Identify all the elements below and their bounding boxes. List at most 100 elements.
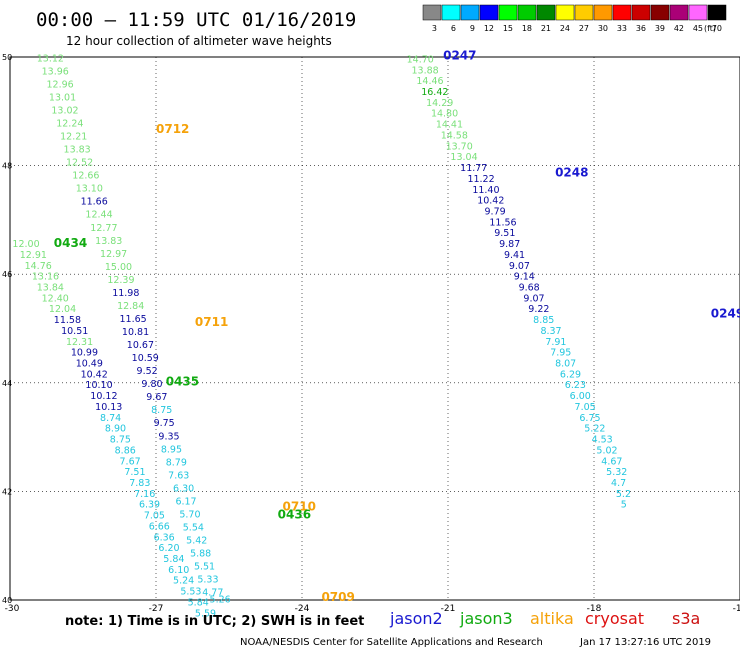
footer-note: note: 1) Time is in UTC; 2) SWH is in fe… <box>65 614 364 629</box>
figure-subtitle: 12 hour collection of altimeter wave hei… <box>66 34 332 48</box>
legend-swatch <box>612 4 632 21</box>
wave-height-value: 11.65 <box>120 314 147 325</box>
legend-swatch-label: 21 <box>541 24 551 33</box>
wave-height-value: 5.51 <box>194 562 215 573</box>
wave-height-value: 10.51 <box>61 326 88 337</box>
latitude-tick: 50 <box>2 53 12 62</box>
pass-time-label: 0435 <box>166 375 199 389</box>
wave-height-value: 12.84 <box>117 301 144 312</box>
wave-height-value: 11.22 <box>467 174 494 185</box>
wave-height-value: 8.75 <box>151 405 172 416</box>
longitude-tick: -27 <box>149 604 164 614</box>
wave-height-value: 8.07 <box>555 359 576 370</box>
wave-height-value: 7.05 <box>575 402 596 413</box>
wave-height-value: 9.35 <box>158 431 179 442</box>
wave-height-value: 7.91 <box>545 337 566 348</box>
latitude-tick: 44 <box>2 379 12 388</box>
pass-time-label: 0434 <box>54 236 87 250</box>
pass-time-label: 0711 <box>195 315 228 329</box>
wave-height-value: 9.51 <box>494 228 515 239</box>
wave-height-value: 5.59 <box>195 608 216 619</box>
satellite-legend: jason2 jason3 altika cryosat s3a <box>389 609 700 628</box>
wave-height-value: 12.00 <box>12 239 39 250</box>
wave-height-value: 11.58 <box>54 315 81 326</box>
legend-swatch-label: 15 <box>503 24 513 33</box>
wave-height-value: 7.83 <box>129 478 150 489</box>
wave-height-value: 5.02 <box>596 445 617 456</box>
wave-height-value: 14.41 <box>436 120 463 131</box>
longitude-tick: -30 <box>5 604 20 614</box>
wave-height-value: 13.12 <box>37 53 64 64</box>
wave-height-value: 6.30 <box>173 483 194 494</box>
satellite-legend-s3a: s3a <box>672 609 700 628</box>
wave-height-value: 9.80 <box>141 379 162 390</box>
wave-height-value: 13.84 <box>37 282 64 293</box>
wave-height-value: 9.68 <box>519 282 540 293</box>
wave-height-value: 6.66 <box>149 521 170 532</box>
wave-height-value: 5.42 <box>186 536 207 547</box>
legend-unit: (ft) <box>704 24 716 33</box>
wave-height-value: 8.90 <box>105 424 126 435</box>
legend-swatch-label: 39 <box>655 24 665 33</box>
legend-swatch <box>460 4 480 21</box>
satellite-legend-altika: altika <box>530 609 574 628</box>
wave-height-value: 9.79 <box>485 206 506 217</box>
pass-time-label: 0249 <box>711 307 740 321</box>
legend-swatch-label: 70 <box>712 24 722 33</box>
wave-height-value: 11.40 <box>472 185 499 196</box>
wave-height-value: 12.40 <box>42 293 69 304</box>
wave-height-value: 12.04 <box>49 304 76 315</box>
wave-height-value: 13.16 <box>32 272 59 283</box>
wave-height-value: 12.66 <box>72 171 99 182</box>
legend-swatch-label: 45 <box>693 24 703 33</box>
wave-height-value: 14.58 <box>441 130 468 141</box>
wave-height-value: 6.00 <box>570 391 591 402</box>
wave-height-value: 9.75 <box>154 418 175 429</box>
wave-height-value: 5.26 <box>210 595 231 606</box>
latitude-tick: 40 <box>2 596 12 605</box>
wave-height-value: 9.87 <box>499 239 520 250</box>
wave-height-value: 5.88 <box>190 549 211 560</box>
longitude-tick: -24 <box>295 604 310 614</box>
legend-swatch <box>441 4 461 21</box>
legend-swatch <box>422 4 442 21</box>
wave-height-value: 10.67 <box>127 340 154 351</box>
wave-height-value: 11.98 <box>112 288 139 299</box>
wave-height-value: 7.63 <box>168 470 189 481</box>
wave-height-value: 8.85 <box>533 315 554 326</box>
wave-height-value: 10.12 <box>90 391 117 402</box>
wave-height-value: 8.74 <box>100 413 121 424</box>
wave-height-value: 13.83 <box>64 145 91 156</box>
wave-height-value: 8.86 <box>115 445 136 456</box>
wave-height-value: 10.49 <box>76 359 103 370</box>
wave-height-value: 12.77 <box>90 223 117 234</box>
wave-height-value: 5.2 <box>616 489 631 500</box>
footer-timestamp: Jan 17 13:27:16 UTC 2019 <box>579 637 711 648</box>
wave-height-value: 7.95 <box>550 348 571 359</box>
wave-height-value: 12.91 <box>20 250 47 261</box>
map-frame <box>9 56 740 601</box>
wave-height-value: 7.67 <box>120 456 141 467</box>
wave-height-value: 7.51 <box>124 467 145 478</box>
wave-height-value: 5.54 <box>183 522 204 533</box>
wave-height-value: 7.05 <box>144 511 165 522</box>
legend-swatch-label: 33 <box>617 24 627 33</box>
longitude-tick: -18 <box>587 604 602 614</box>
wave-height-value: 12.39 <box>107 275 134 286</box>
wave-height-value: 5.22 <box>584 424 605 435</box>
legend-swatch-label: 42 <box>674 24 684 33</box>
wave-height-value: 5.70 <box>179 509 200 520</box>
wave-height-value: 12.97 <box>100 249 127 260</box>
wave-height-value: 13.01 <box>49 92 76 103</box>
wave-height-value: 5.33 <box>197 575 218 586</box>
wave-height-value: 16.42 <box>421 87 448 98</box>
latitude-tick: 48 <box>2 162 12 171</box>
wave-height-value: 6.10 <box>168 565 189 576</box>
wave-height-value: 9.07 <box>509 261 530 272</box>
wave-height-value: 5.24 <box>173 576 194 587</box>
wave-height-value: 15.00 <box>105 262 132 273</box>
wave-height-value: 11.66 <box>81 197 108 208</box>
wave-height-value: 14.80 <box>431 109 458 120</box>
